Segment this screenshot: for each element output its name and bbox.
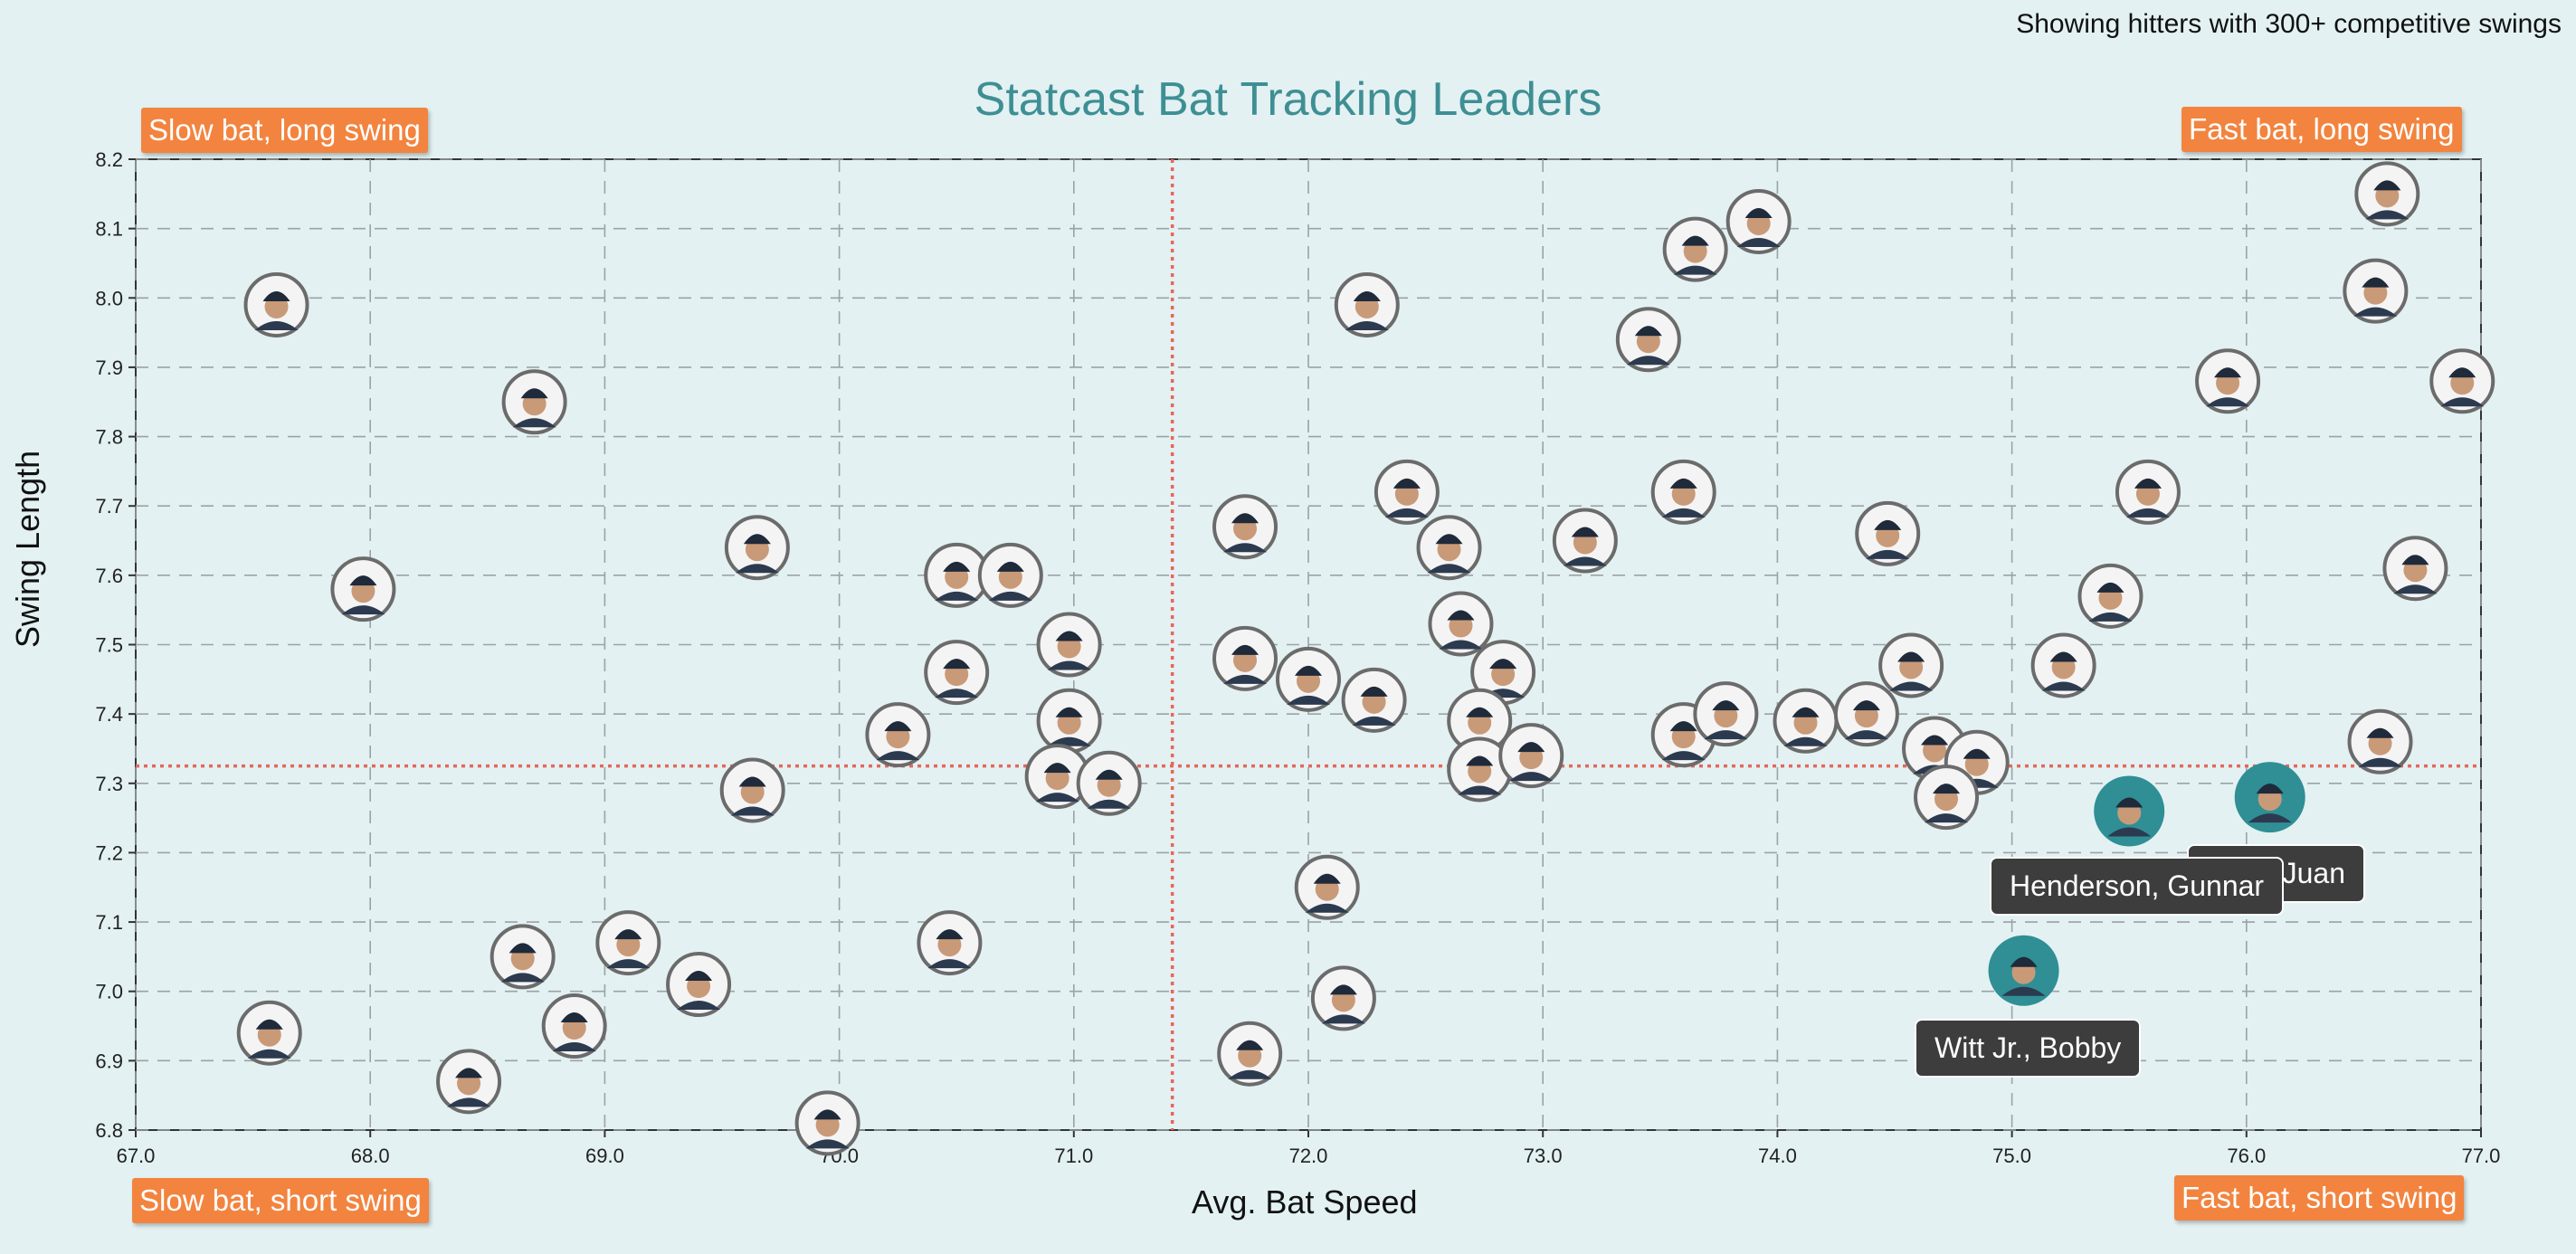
quadrant-label-bottom-left: Slow bat, short swing	[132, 1178, 429, 1223]
player-point	[2030, 632, 2096, 698]
y-tick-label: 7.6	[95, 565, 123, 587]
y-tick-label: 8.2	[95, 148, 123, 171]
player-point	[2195, 348, 2261, 414]
player-point	[1212, 625, 1278, 691]
player-point	[1276, 646, 1341, 712]
x-tick-label: 77.0	[2462, 1145, 2501, 1167]
player-point	[2343, 258, 2409, 324]
player-point	[330, 556, 396, 622]
y-tick-label: 7.8	[95, 426, 123, 449]
player-point	[501, 369, 567, 435]
player-point	[1650, 459, 1716, 525]
y-tick-label: 7.4	[95, 703, 123, 726]
player-point	[1855, 500, 1921, 566]
chart-title: Statcast Bat Tracking Leaders	[974, 73, 1602, 126]
y-tick-label: 7.0	[95, 981, 123, 1003]
y-tick-label: 6.8	[95, 1119, 123, 1142]
tooltip-henderson: Henderson, Gunnar	[1990, 857, 2285, 916]
player-point	[924, 542, 990, 608]
player-point	[666, 952, 732, 1018]
y-tick-label: 8.0	[95, 287, 123, 309]
y-tick-label: 7.7	[95, 495, 123, 518]
player-point	[1416, 515, 1482, 581]
player-point	[2077, 563, 2143, 629]
y-tick-label: 7.9	[95, 356, 123, 379]
player-point	[2354, 161, 2420, 227]
quadrant-label-bottom-right: Fast bat, short swing	[2174, 1175, 2465, 1221]
player-point	[977, 542, 1043, 608]
y-tick-label: 7.3	[95, 773, 123, 795]
player-point	[1470, 640, 1536, 706]
player-point	[1428, 591, 1494, 657]
x-tick-label: 72.0	[1289, 1145, 1328, 1167]
x-tick-label: 69.0	[585, 1145, 624, 1167]
player-point	[1334, 271, 1400, 337]
player-point	[924, 640, 990, 706]
player-point	[1310, 965, 1376, 1031]
player-point	[1294, 854, 1360, 920]
player-point	[1914, 765, 1980, 831]
player-point	[1662, 216, 1728, 282]
player-point	[1833, 681, 1899, 747]
y-tick-label: 6.9	[95, 1050, 123, 1072]
player-point	[1773, 688, 1839, 754]
x-tick-label: 68.0	[351, 1145, 390, 1167]
highlighted-player-point	[2094, 775, 2165, 847]
player-point	[1212, 494, 1278, 560]
player-point	[1878, 632, 1944, 698]
player-point	[1498, 723, 1564, 789]
y-axis-title: Swing Length	[9, 450, 46, 648]
player-point	[2429, 348, 2495, 414]
sample-note: Showing hitters with 300+ competitive sw…	[2016, 9, 2562, 39]
player-point	[2382, 536, 2448, 602]
y-tick-label: 7.5	[95, 634, 123, 657]
player-point	[1615, 307, 1681, 373]
player-point	[1036, 612, 1102, 678]
player-point	[595, 910, 661, 976]
y-tick-label: 8.1	[95, 218, 123, 241]
player-point	[2347, 708, 2413, 774]
highlighted-player-point	[1988, 935, 2059, 1006]
x-tick-label: 74.0	[1758, 1145, 1797, 1167]
quadrant-label-top-right: Fast bat, long swing	[2182, 107, 2462, 152]
x-tick-label: 73.0	[1524, 1145, 1563, 1167]
player-point	[719, 757, 785, 823]
player-point	[243, 271, 309, 337]
player-point	[1725, 188, 1792, 254]
x-tick-label: 76.0	[2227, 1145, 2266, 1167]
player-point	[2115, 459, 2181, 525]
y-tick-label: 7.1	[95, 911, 123, 934]
player-point	[1076, 750, 1142, 816]
x-axis-title: Avg. Bat Speed	[1192, 1183, 1418, 1221]
player-point	[541, 993, 607, 1059]
player-point	[1217, 1021, 1283, 1087]
player-point	[917, 910, 983, 976]
x-tick-label: 75.0	[1992, 1145, 2031, 1167]
player-point	[1374, 459, 1440, 525]
player-point	[1024, 744, 1090, 810]
player-point	[236, 1000, 302, 1066]
player-point	[1447, 736, 1513, 803]
highlighted-player-point	[2234, 762, 2305, 833]
quadrant-label-top-left: Slow bat, long swing	[141, 108, 428, 153]
x-tick-label: 71.0	[1054, 1145, 1093, 1167]
player-point	[436, 1049, 502, 1115]
player-point	[1693, 681, 1759, 747]
x-tick-label: 67.0	[117, 1145, 156, 1167]
player-point	[794, 1090, 860, 1156]
player-point	[724, 515, 790, 581]
player-point	[1341, 667, 1407, 733]
player-point	[1552, 508, 1618, 574]
tooltip-witt: Witt Jr., Bobby	[1915, 1019, 2142, 1078]
player-point	[490, 924, 556, 990]
player-point	[1036, 688, 1102, 754]
y-tick-label: 7.2	[95, 841, 123, 864]
player-point	[865, 702, 931, 768]
